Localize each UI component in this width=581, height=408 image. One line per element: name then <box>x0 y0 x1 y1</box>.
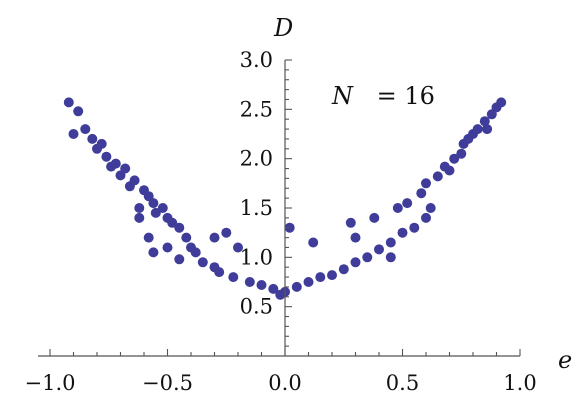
axis-labels: −1.0 −0.5 0.0 0.5 1.0 0.5 1.0 1.5 2.0 2.5 3.0 <box>25 48 537 395</box>
scatter-point <box>197 257 208 268</box>
scatter-point <box>110 158 121 169</box>
scatter-point <box>221 227 232 238</box>
scatter-point <box>338 264 349 275</box>
scatter-point <box>148 247 159 258</box>
scatter-point <box>228 272 239 283</box>
scatter-point <box>256 280 267 290</box>
scatter-point <box>456 148 467 159</box>
scatter-point <box>369 212 380 223</box>
scatter-point <box>350 257 361 268</box>
annotation-n-equals: N = 16 <box>331 82 435 110</box>
scatter-point <box>421 212 431 223</box>
scatter-point <box>268 283 279 294</box>
annotation-variable: N <box>331 82 354 110</box>
scatter-point <box>345 217 356 228</box>
scatter-point <box>143 232 154 243</box>
scatter-point <box>209 232 220 243</box>
scatter-point <box>134 203 145 213</box>
axes <box>38 59 521 357</box>
scatter-point <box>421 178 431 189</box>
scatter-point <box>303 277 314 287</box>
scatter-point <box>327 270 337 281</box>
x-axis-label: e <box>558 346 572 374</box>
scatter-point <box>385 252 396 263</box>
scatter-point <box>87 133 98 144</box>
y-tick-label: 1.0 <box>240 245 273 269</box>
scatter-point <box>482 124 493 135</box>
scatter-point <box>120 163 131 174</box>
scatter-point <box>233 242 243 253</box>
scatter-point <box>214 267 225 278</box>
scatter-point <box>129 175 140 186</box>
x-tick-label: −1.0 <box>25 371 76 395</box>
x-tick-label: 0.0 <box>268 371 301 395</box>
scatter-point <box>308 237 319 248</box>
x-tick-label: 0.5 <box>386 371 419 395</box>
scatter-point <box>244 277 255 287</box>
scatter-point <box>350 232 361 243</box>
y-tick-label: 3.0 <box>240 48 273 72</box>
scatter-point <box>284 222 295 233</box>
scatter-point <box>80 124 91 135</box>
scatter-point <box>315 272 326 283</box>
scatter-point <box>432 171 443 182</box>
scatter-point <box>392 203 403 213</box>
scatter-point <box>63 97 74 108</box>
scatter-point <box>157 203 168 213</box>
annotation-value: = 16 <box>377 82 435 110</box>
scatter-point <box>174 254 185 265</box>
y-tick-label: 2.0 <box>240 147 273 171</box>
scatter-point <box>174 222 185 233</box>
scatter-point <box>101 151 112 162</box>
scatter-point <box>374 244 384 255</box>
scatter-point <box>402 198 413 209</box>
scatter-point <box>385 237 396 248</box>
scatter-point <box>444 165 455 176</box>
scatter-point <box>479 116 490 127</box>
scatter-point <box>362 252 373 263</box>
y-tick-label: 2.5 <box>240 97 273 121</box>
scatter-points <box>63 97 507 300</box>
scatter-point <box>397 227 408 238</box>
y-axis-label: D <box>273 14 293 42</box>
scatter-point <box>416 188 427 199</box>
scatter-point <box>73 106 84 117</box>
scatter-point <box>409 222 420 233</box>
scatter-point <box>425 203 436 213</box>
scatter-point <box>150 207 161 218</box>
scatter-point <box>96 138 107 149</box>
scatter-point <box>167 217 178 228</box>
scatter-point <box>472 124 483 135</box>
x-tick-label: −0.5 <box>142 371 193 395</box>
scatter-point <box>68 129 79 139</box>
x-tick-label: 1.0 <box>503 371 536 395</box>
scatter-point <box>162 242 173 253</box>
scatter-point <box>291 281 302 292</box>
scatter-point <box>148 198 159 209</box>
scatter-point <box>496 97 507 108</box>
y-tick-label: 0.5 <box>240 295 273 319</box>
scatter-point <box>449 153 460 164</box>
scatter-point <box>190 247 201 258</box>
scatter-point <box>134 212 145 223</box>
y-tick-label: 1.5 <box>240 196 273 220</box>
scatter-point <box>181 232 192 243</box>
